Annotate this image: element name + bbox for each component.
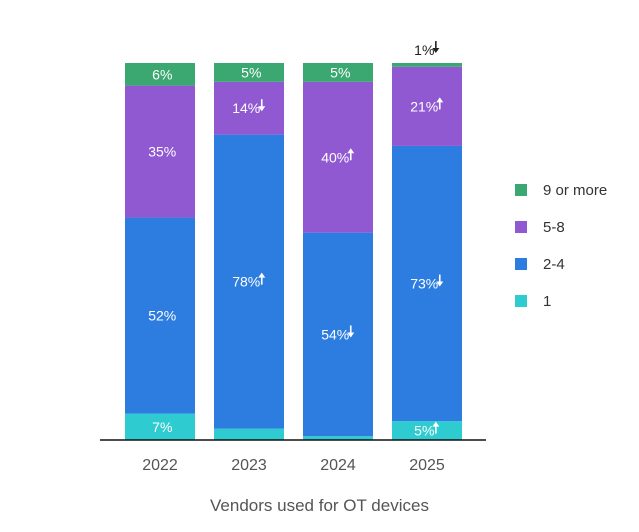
bar-2023-5-8[interactable] — [214, 81, 284, 135]
data-label: 5% — [330, 64, 350, 80]
trend-arrowhead-up-icon — [258, 272, 266, 278]
legend-label: 1 — [543, 293, 551, 310]
bar-2025-9-or-more[interactable] — [392, 63, 462, 67]
trend-arrowhead-up-icon — [436, 97, 444, 103]
bar-2024-2-4[interactable] — [303, 232, 373, 437]
bar-2022-9-or-more[interactable] — [125, 63, 195, 86]
data-label: 21% — [410, 98, 438, 114]
x-tick-label: 2024 — [320, 457, 356, 474]
data-label: 5% — [241, 64, 261, 80]
data-label: 73% — [410, 276, 438, 292]
bar-2025-1[interactable] — [392, 421, 462, 440]
bar-2024-5-8[interactable] — [303, 81, 373, 233]
bar-2022-1[interactable] — [125, 413, 195, 440]
legend-label: 9 or more — [543, 182, 607, 199]
bar-2022-2-4[interactable] — [125, 217, 195, 414]
bar-2023-1[interactable] — [214, 428, 284, 440]
bar-2025-5-8[interactable] — [392, 66, 462, 146]
data-label: 5% — [414, 423, 434, 439]
data-label: 35% — [148, 144, 176, 160]
legend-label: 5-8 — [543, 219, 565, 236]
x-tick-label: 2022 — [142, 457, 178, 474]
data-label: 78% — [232, 274, 260, 290]
trend-arrowhead-down-icon — [436, 281, 444, 287]
x-axis-title: Vendors used for OT devices — [210, 496, 429, 515]
data-label: 54% — [321, 326, 349, 342]
bar-2024-9-or-more[interactable] — [303, 63, 373, 82]
data-label: 6% — [152, 66, 172, 82]
legend-swatch-9-or-more — [515, 184, 527, 196]
trend-arrowhead-down-icon — [258, 106, 266, 112]
x-tick-label: 2025 — [409, 457, 445, 474]
data-label: 40% — [321, 149, 349, 165]
x-tick-label: 2023 — [231, 457, 267, 474]
legend-swatch-1 — [515, 295, 527, 307]
trend-arrowhead-down-icon — [347, 332, 355, 338]
legend-swatch-5-8 — [515, 221, 527, 233]
trend-arrowhead-up-icon — [347, 148, 355, 154]
data-label: 52% — [148, 308, 176, 324]
trend-arrowhead-up-icon — [432, 421, 440, 427]
bar-2023-2-4[interactable] — [214, 134, 284, 429]
legend-swatch-2-4 — [515, 258, 527, 270]
bar-2024-1[interactable] — [303, 436, 373, 440]
data-label: 14% — [232, 100, 260, 116]
trend-arrowhead-down-icon — [432, 48, 440, 53]
data-label: 1% — [414, 42, 434, 58]
bar-2025-2-4[interactable] — [392, 145, 462, 422]
bar-2022-5-8[interactable] — [125, 85, 195, 218]
data-label: 7% — [152, 419, 172, 435]
bar-2023-9-or-more[interactable] — [214, 63, 284, 82]
legend-label: 2-4 — [543, 256, 565, 273]
